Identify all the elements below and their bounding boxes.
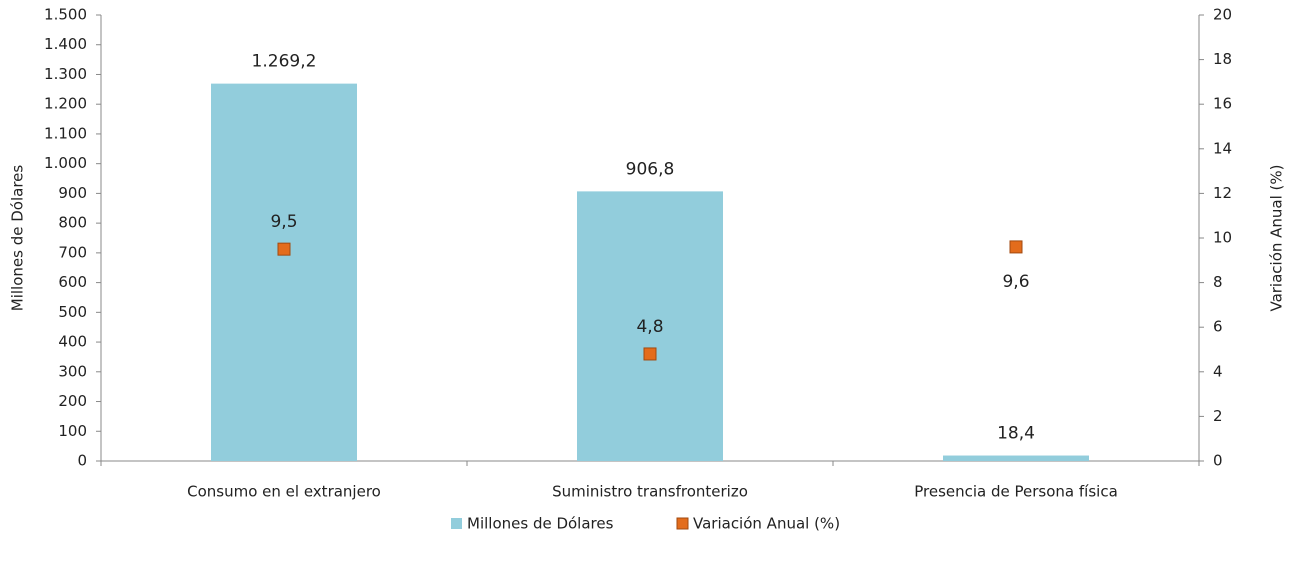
y-tick-label: 800 [58, 214, 87, 232]
y2-tick-label: 12 [1213, 184, 1232, 202]
x-tick-label: Suministro transfronterizo [552, 483, 748, 501]
y2-tick-label: 14 [1213, 139, 1232, 157]
x-tick-label: Presencia de Persona física [914, 483, 1118, 501]
y2-tick-label: 10 [1213, 229, 1232, 247]
legend-label: Millones de Dólares [467, 515, 614, 533]
marker-value-label: 4,8 [636, 317, 663, 337]
y2-tick-label: 2 [1213, 407, 1223, 425]
y2-tick-label: 20 [1213, 6, 1232, 24]
bar [943, 455, 1089, 461]
y-tick-label: 0 [77, 452, 87, 470]
bar-value-label: 1.269,2 [252, 52, 317, 72]
y2-tick-label: 16 [1213, 95, 1232, 113]
legend-label: Variación Anual (%) [693, 515, 840, 533]
y2-axis-title: Variación Anual (%) [1268, 164, 1286, 311]
y-tick-label: 500 [58, 303, 87, 321]
marker-value-label: 9,5 [270, 212, 297, 232]
y-tick-label: 100 [58, 422, 87, 440]
y-tick-label: 600 [58, 273, 87, 291]
y2-tick-label: 0 [1213, 452, 1223, 470]
y-tick-label: 1.000 [44, 154, 87, 172]
bar-value-label: 906,8 [626, 159, 675, 179]
bar [577, 191, 723, 462]
legend-swatch [451, 518, 462, 529]
legend-swatch [676, 517, 689, 530]
marker-value-label: 9,6 [1002, 272, 1029, 292]
y-tick-label: 1.400 [44, 35, 87, 53]
x-tick-label: Consumo en el extranjero [187, 483, 381, 501]
y-tick-label: 1.200 [44, 95, 87, 113]
y-tick-label: 200 [58, 392, 87, 410]
y-tick-label: 700 [58, 243, 87, 261]
marker [1009, 240, 1023, 254]
y2-tick-label: 6 [1213, 318, 1223, 336]
y-tick-label: 400 [58, 333, 87, 351]
y-tick-label: 900 [58, 184, 87, 202]
y-axis-title: Millones de Dólares [9, 165, 27, 312]
marker [643, 347, 657, 361]
bar [211, 83, 357, 461]
y2-tick-label: 8 [1213, 273, 1223, 291]
y-tick-label: 1.500 [44, 6, 87, 24]
y-tick-label: 1.300 [44, 65, 87, 83]
y-tick-label: 1.100 [44, 124, 87, 142]
y2-tick-label: 4 [1213, 362, 1223, 380]
y-tick-label: 300 [58, 362, 87, 380]
bar-value-label: 18,4 [997, 424, 1035, 444]
y2-tick-label: 18 [1213, 50, 1232, 68]
marker [277, 242, 291, 256]
